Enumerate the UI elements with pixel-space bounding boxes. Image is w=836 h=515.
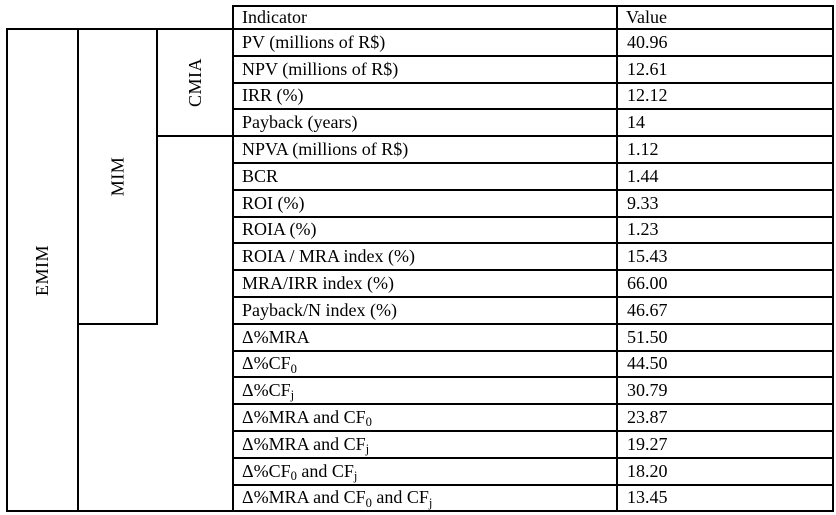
indicator-cell: MRA/IRR index (%) [232,269,619,298]
value-cell: 30.79 [616,376,835,406]
table-row: NPVA (millions of R$) 1.12 [7,135,835,324]
group-cell-mim-extra [155,136,235,324]
table-row: Δ%CFj 30.79 [7,376,835,406]
value-cell: 40.96 [616,28,835,57]
column-header-value: Value [616,5,835,30]
indicator-cell: Δ%MRA [232,322,619,352]
indicator-cell: Δ%CF0 and CFj [232,456,619,486]
value-cell: 51.50 [616,322,835,352]
group-cell-emim: EMIM [6,27,79,513]
column-header-indicator: Indicator [232,5,619,30]
indicator-cell: Δ%CFj [232,376,619,406]
table-row: Δ%CF0 and CFj 18.20 [7,456,835,486]
group-label-mim: MIM [106,156,127,197]
table-row: ROI (%) 9.33 [7,188,835,218]
header-row: Indicator Value [7,5,835,30]
table-row: BCR 1.44 [7,161,835,191]
value-cell: 12.61 [616,54,835,84]
value-cell: 23.87 [616,403,835,432]
value-cell: 9.33 [616,188,835,218]
value-cell: 13.45 [616,483,835,513]
indicator-cell: Payback/N index (%) [232,295,619,325]
value-cell: 19.27 [616,429,835,459]
table-row: ROIA / MRA index (%) 15.43 [7,242,835,272]
group-label-emim: EMIM [32,244,52,296]
group-cell-cmia: CMIA [155,27,235,138]
indicator-cell: BCR [232,161,619,191]
table-row: ROIA (%) 1.23 [7,215,835,245]
indicator-cell: Δ%MRA and CFj [232,429,619,459]
value-cell: 1.12 [616,135,835,164]
table-row: IRR (%) 12.12 [7,81,835,111]
indicator-cell: ROI (%) [232,188,619,218]
value-cell: 14 [616,108,835,138]
table-row: Payback/N index (%) 46.67 [7,295,835,325]
group-label-cmia: CMIA [184,58,205,108]
indicator-cell: Δ%MRA and CF0 [232,403,619,432]
indicator-cell: ROIA (%) [232,215,619,245]
value-cell: 1.44 [616,161,835,191]
indicator-cell: IRR (%) [232,81,619,111]
table-row: NPV (millions of R$) 12.61 [7,54,835,84]
table-row: Δ%MRA 51.50 [7,322,835,513]
indicator-cell: PV (millions of R$) [232,28,619,57]
group-cell-mim: MIM [77,28,158,325]
indicator-cell: Payback (years) [232,108,619,138]
value-cell: 12.12 [616,81,835,111]
table-row: EMIM MIM CMIA PV (millions of R$) 40.96 [6,27,835,513]
indicator-cell: NPVA (millions of R$) [232,135,619,164]
indicator-cell: NPV (millions of R$) [232,54,619,84]
indicator-cell: Δ%MRA and CF0 and CFj [232,483,619,513]
value-cell: 66.00 [616,269,835,298]
value-cell: 18.20 [616,456,835,486]
table-row: Payback (years) 14 [7,108,835,138]
table-row: MRA/IRR index (%) 66.00 [7,269,835,298]
indicator-cell: ROIA / MRA index (%) [232,242,619,272]
group-cell-emim-extra [76,323,235,513]
value-cell: 44.50 [616,349,835,379]
value-cell: 15.43 [616,242,835,272]
value-cell: 46.67 [616,295,835,325]
table-row: Δ%MRA and CFj 19.27 [7,429,835,459]
table-row: Δ%MRA and CF0 23.87 [7,403,835,432]
indicators-table: Indicator Value EMIM MIM CMIA PV (millio… [6,5,835,513]
table-row: Δ%MRA and CF0 and CFj 13.45 [7,483,835,513]
table-row: Δ%CF0 44.50 [7,349,835,379]
header-filler [7,6,233,29]
value-cell: 1.23 [616,215,835,245]
indicator-cell: Δ%CF0 [232,349,619,379]
